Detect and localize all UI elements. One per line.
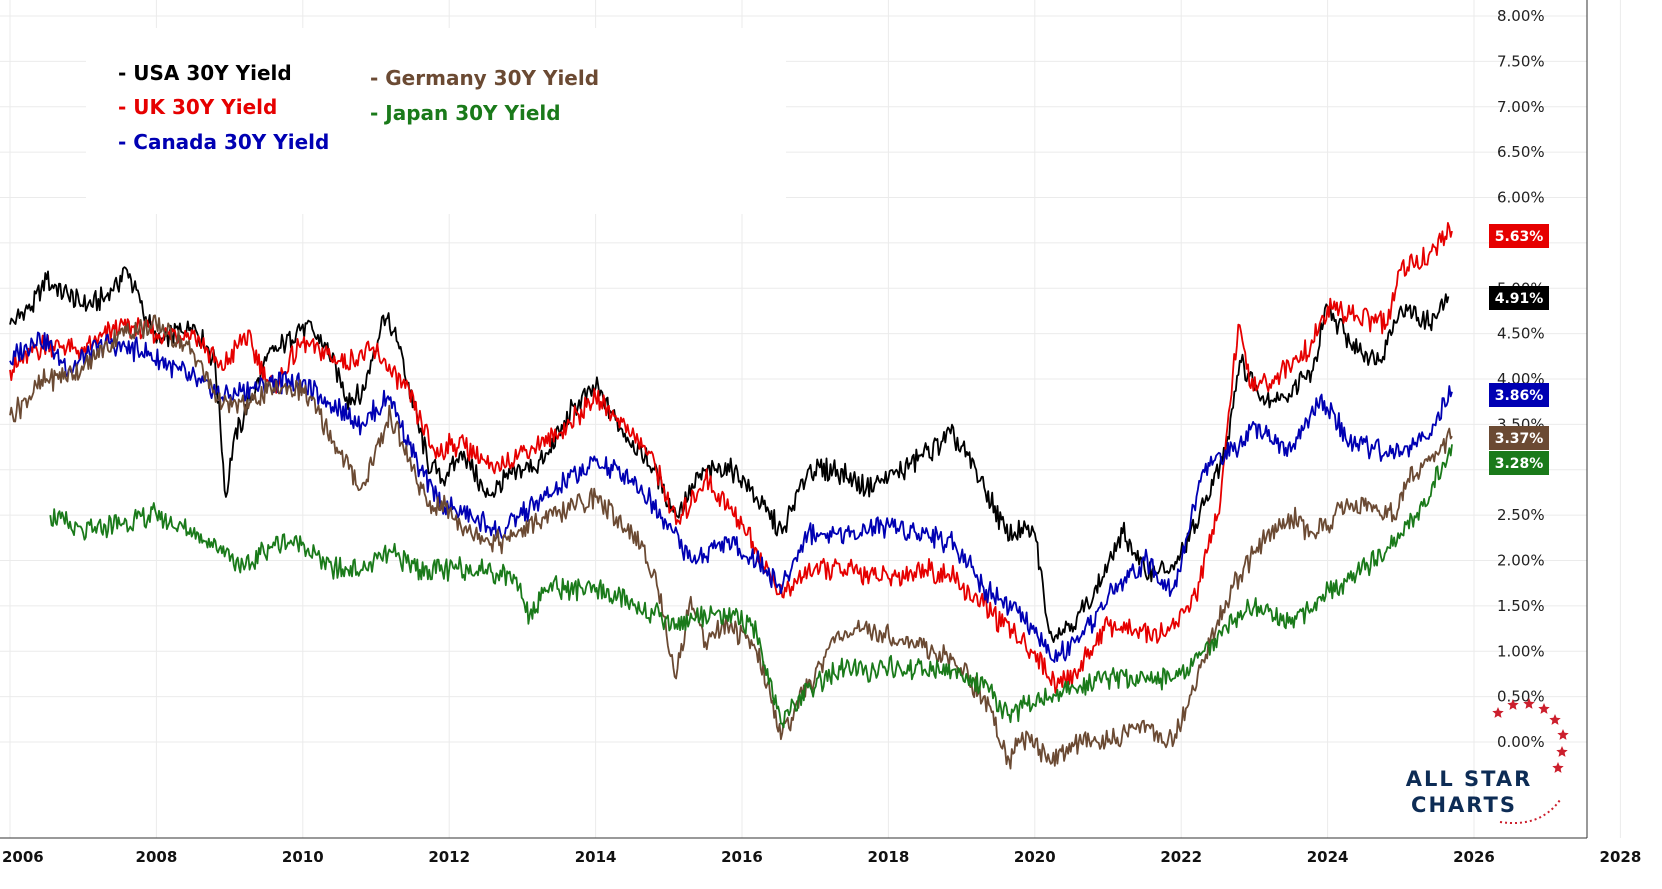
last-value-label: 3.28% [1495, 456, 1544, 472]
y-tick-label: 6.50% [1497, 143, 1545, 161]
y-tick-label: 7.00% [1497, 98, 1545, 116]
logo-star-icon [1507, 699, 1519, 710]
x-tick-label: 2006 [2, 848, 44, 866]
series-line-uk-30y-yield [9, 222, 1453, 694]
y-tick-label: 2.00% [1497, 552, 1545, 570]
logo-star-icon [1557, 729, 1569, 740]
last-value-label: 3.37% [1495, 431, 1544, 447]
last-value-badge [1489, 224, 1549, 248]
logo-star-icon [1549, 714, 1561, 725]
logo-star-arc [1492, 698, 1569, 773]
series-line-japan-30y-yield [49, 444, 1453, 729]
legend-entry: - Germany 30Y Yield [370, 66, 599, 90]
logo-star-icon [1538, 703, 1550, 714]
x-tick-label: 2026 [1453, 848, 1495, 866]
last-value-badge [1489, 426, 1549, 450]
y-tick-label: 1.00% [1497, 642, 1545, 660]
last-value-label: 3.86% [1495, 388, 1544, 404]
x-tick-label: 2028 [1600, 848, 1642, 866]
y-tick-label: 7.50% [1497, 52, 1545, 70]
legend-entry: - UK 30Y Yield [118, 95, 277, 119]
x-tick-labels: 2006 2008 2010 2012 2014 2016 2018 2020 2022 2024… [2, 848, 1641, 866]
y-tick-label: 2.50% [1497, 506, 1545, 524]
y-tick-label: 0.50% [1497, 688, 1545, 706]
series-lines [9, 222, 1453, 770]
x-tick-label: 2016 [721, 848, 763, 866]
last-value-badge [1489, 286, 1549, 310]
axes [0, 0, 1588, 839]
series-line-germany-30y-yield [9, 314, 1453, 770]
last-value-badges: 4.91% 5.63% 3.86% 3.37% 3.28% [1489, 224, 1549, 475]
logo-line1: ALL STAR [1406, 767, 1533, 791]
legend-entry: - Japan 30Y Yield [370, 101, 561, 125]
legend-background [86, 28, 786, 214]
y-tick-label: 6.00% [1497, 189, 1545, 207]
series-line-canada-30y-yield [9, 331, 1453, 663]
y-tick-label: 4.50% [1497, 325, 1545, 343]
y-tick-label: 8.00% [1497, 7, 1545, 25]
last-value-badge [1489, 451, 1549, 475]
x-tick-label: 2024 [1307, 848, 1349, 866]
x-tick-label: 2022 [1160, 848, 1202, 866]
logo-star-icon [1556, 746, 1568, 757]
x-tick-label: 2020 [1014, 848, 1056, 866]
x-tick-label: 2010 [282, 848, 324, 866]
x-tick-label: 2014 [575, 848, 617, 866]
logo-star-icon [1523, 698, 1535, 709]
legend: - USA 30Y Yield - UK 30Y Yield - Canada 30… [86, 28, 786, 214]
logo-star-icon [1552, 762, 1564, 773]
logo-star-icon [1492, 707, 1504, 718]
logo-line2: CHARTS [1411, 793, 1517, 817]
y-tick-label: 0.00% [1497, 733, 1545, 751]
x-tick-label: 2018 [868, 848, 910, 866]
y-tick-label: 1.50% [1497, 597, 1545, 615]
last-value-badge [1489, 383, 1549, 407]
x-tick-label: 2008 [136, 848, 178, 866]
legend-entry: - USA 30Y Yield [118, 61, 292, 85]
all-star-charts-logo: ALL STAR CHARTS [1406, 698, 1569, 824]
logo-dotted-swoosh [1499, 799, 1561, 824]
last-value-label: 4.91% [1495, 291, 1544, 307]
x-tick-label: 2012 [428, 848, 470, 866]
last-value-label: 5.63% [1495, 229, 1544, 245]
legend-entry: - Canada 30Y Yield [118, 130, 329, 154]
